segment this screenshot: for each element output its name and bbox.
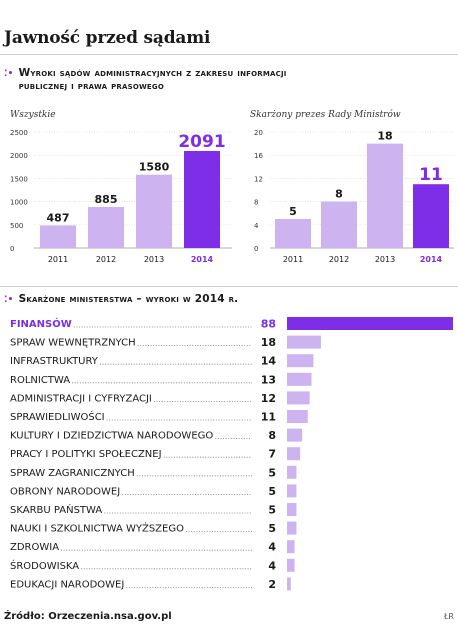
value-label: 4 bbox=[268, 559, 276, 572]
bar bbox=[287, 391, 310, 405]
title-divider bbox=[0, 54, 458, 55]
value-label: 13 bbox=[261, 373, 276, 386]
data-label: 885 bbox=[95, 193, 118, 206]
value-label: 7 bbox=[268, 448, 276, 461]
bar bbox=[287, 503, 297, 516]
page-title: Jawność przed sądami bbox=[4, 28, 211, 48]
bar bbox=[287, 428, 303, 442]
bar bbox=[287, 354, 314, 368]
ministry-label: NAUKI I SZKOLNICTWA WYŻSZEGO bbox=[10, 522, 184, 535]
x-tick-label: 2012 bbox=[96, 255, 116, 264]
source-note: Źródło: Orzeczenia.nsa.gov.pl bbox=[4, 611, 172, 622]
ministry-label: FINANSÓW bbox=[10, 317, 72, 330]
y-tick-label: 500 bbox=[10, 222, 23, 230]
value-label: 11 bbox=[261, 411, 276, 424]
y-tick-label: 12 bbox=[254, 175, 263, 183]
bar bbox=[184, 150, 220, 248]
section1-heading-line1: Wyroki sądów administracyjnych z zakresu… bbox=[18, 67, 287, 79]
bar bbox=[287, 372, 312, 386]
ministry-label: ROLNICTWA bbox=[10, 375, 70, 386]
chart-pm-judgments: 0 4 8 12 16 20 5 2011 8 2012 18 2013 11 2014 bbox=[254, 129, 454, 264]
data-label: 1580 bbox=[139, 161, 170, 174]
bar bbox=[287, 447, 301, 461]
bar bbox=[287, 410, 308, 423]
y-tick-label: 2000 bbox=[10, 152, 28, 160]
bar bbox=[367, 143, 403, 248]
bar bbox=[287, 521, 297, 535]
x-tick-label: 2014 bbox=[420, 255, 443, 264]
ministry-label: EDUKACJI NARODOWEJ bbox=[10, 579, 124, 590]
bar bbox=[287, 577, 291, 591]
value-label: 12 bbox=[261, 392, 276, 405]
y-tick-label: 2500 bbox=[10, 129, 28, 137]
value-label: 4 bbox=[268, 541, 276, 554]
ministry-label: SPRAW WEWNĘTRZNYCH bbox=[10, 338, 136, 349]
ministry-label: SKARBU PAŃSTWA bbox=[10, 503, 102, 516]
bar bbox=[287, 317, 453, 330]
bullet-dots-icon: ⁚• bbox=[4, 69, 14, 79]
section1-heading-line2: publicznej i prawa prasowego bbox=[18, 80, 164, 92]
chart-ministries: FINANSÓW 88 SPRAW WEWNĘTRZNYCH 18 INFRASTRUK… bbox=[10, 317, 453, 591]
x-tick-label: 2013 bbox=[375, 255, 395, 264]
value-label: 88 bbox=[261, 318, 276, 331]
bar bbox=[287, 465, 297, 479]
section2-heading: ⁚• Skarżone ministerstwa – wyroki w 2014 … bbox=[4, 293, 238, 307]
y-tick-label: 0 bbox=[254, 245, 258, 253]
author-credit: ŁR bbox=[443, 612, 454, 621]
ministry-label: KULTURY I DZIEDZICTWA NARODOWEGO bbox=[10, 431, 213, 442]
section-divider bbox=[0, 286, 458, 287]
data-label: 8 bbox=[335, 188, 343, 201]
x-tick-label: 2011 bbox=[283, 255, 303, 264]
y-tick-label: 20 bbox=[254, 129, 263, 137]
ministry-label: INFRASTRUKTURY bbox=[10, 356, 99, 367]
x-tick-label: 2011 bbox=[48, 255, 68, 264]
value-label: 5 bbox=[268, 466, 276, 479]
y-tick-label: 4 bbox=[254, 222, 259, 230]
ministry-label: ADMINISTRACJI I CYFRYZACJI bbox=[10, 393, 152, 404]
value-label: 8 bbox=[268, 429, 276, 442]
bar bbox=[136, 174, 172, 248]
ministry-label: ZDROWIA bbox=[10, 542, 59, 553]
bar bbox=[287, 335, 321, 349]
data-label: 5 bbox=[289, 205, 297, 218]
value-label: 18 bbox=[261, 336, 276, 349]
bar bbox=[88, 206, 124, 248]
bar bbox=[40, 225, 76, 248]
value-label: 2 bbox=[268, 578, 276, 591]
x-tick-label: 2013 bbox=[144, 255, 164, 264]
ministry-label: ŚRODOWISKA bbox=[10, 559, 79, 572]
value-label: 14 bbox=[261, 355, 277, 368]
bar bbox=[287, 558, 295, 572]
value-label: 5 bbox=[268, 522, 276, 535]
value-label: 5 bbox=[268, 485, 276, 498]
y-tick-label: 16 bbox=[254, 152, 263, 160]
y-tick-label: 1500 bbox=[10, 175, 28, 183]
value-label: 5 bbox=[268, 504, 276, 517]
x-tick-label: 2014 bbox=[191, 255, 214, 264]
bar bbox=[287, 484, 297, 498]
x-tick-label: 2012 bbox=[329, 255, 349, 264]
data-label: 487 bbox=[47, 211, 70, 224]
panel-right-label: Skarżony prezes Rady Ministrów bbox=[250, 110, 401, 120]
data-label: 18 bbox=[377, 130, 392, 143]
section1-heading: ⁚• Wyroki sądów administracyjnych z zakre… bbox=[4, 67, 287, 93]
ministry-label: PRACY I POLITYKI SPOŁECZNEJ bbox=[10, 449, 162, 460]
bar bbox=[287, 540, 295, 554]
bar bbox=[321, 201, 357, 248]
y-tick-label: 0 bbox=[10, 245, 14, 253]
panel-left-label: Wszystkie bbox=[10, 110, 56, 120]
ministry-label: SPRAWIEDLIWOŚCI bbox=[10, 410, 105, 423]
ministry-label: SPRAW ZAGRANICZNYCH bbox=[10, 468, 135, 479]
bullet-dots-icon: ⁚• bbox=[4, 295, 14, 305]
bar bbox=[275, 219, 311, 248]
y-tick-label: 8 bbox=[254, 199, 258, 207]
data-label: 2091 bbox=[178, 132, 225, 152]
bar bbox=[413, 184, 449, 248]
section2-heading-text: Skarżone ministerstwa – wyroki w 2014 r. bbox=[18, 293, 239, 305]
y-tick-label: 1000 bbox=[10, 199, 28, 207]
ministry-label: OBRONY NARODOWEJ bbox=[10, 486, 120, 497]
data-label: 11 bbox=[419, 165, 443, 185]
chart-all-judgments: 0 500 1000 1500 2000 2500 487 2011 885 2012 1580 20… bbox=[10, 129, 232, 264]
